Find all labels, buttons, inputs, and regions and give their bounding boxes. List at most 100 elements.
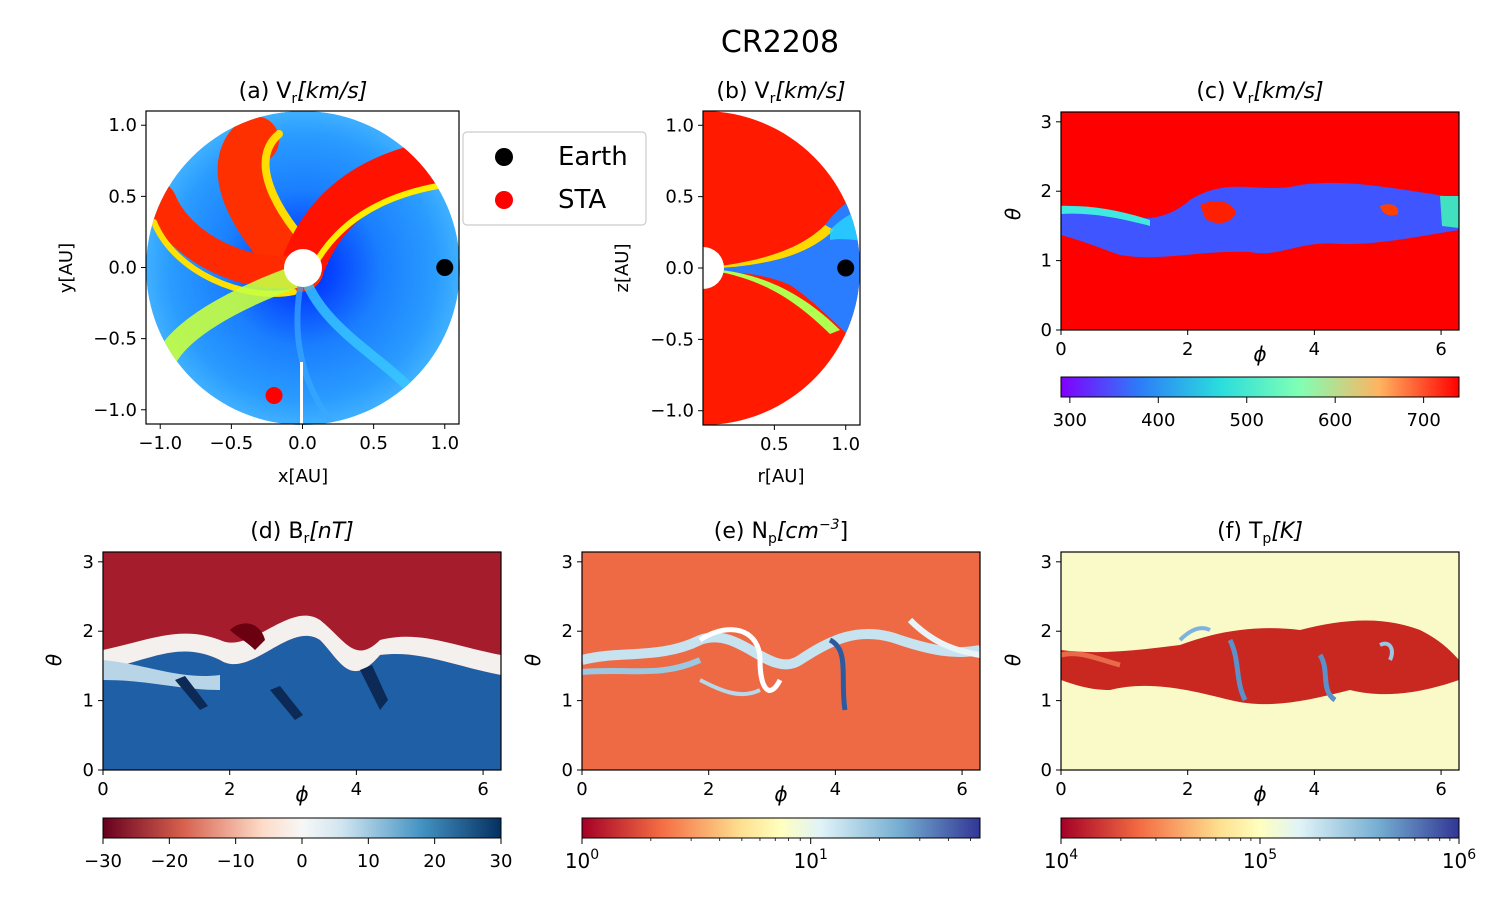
- panel-f-xlabel: ϕ: [1253, 782, 1266, 806]
- panel-e-title: (e) Np[cm−3]: [714, 517, 848, 547]
- panel-a-ytick-label: 0.0: [108, 258, 137, 279]
- panel-a-xtick-label: 0.5: [359, 433, 388, 454]
- panel-e: (e) Np[cm−3] 0 2 4 6 0 1 2 3 ϕ θ 100 101: [521, 517, 981, 873]
- panel-d-title: (d) Br[nT]: [250, 519, 354, 547]
- legend-sta-label: STA: [558, 185, 606, 215]
- panel-f-xtick-label: 4: [1309, 779, 1320, 800]
- panel-c-ytick-label: 3: [1041, 112, 1052, 133]
- panel-a-ytick-label: −0.5: [93, 329, 137, 350]
- panel-d: (d) Br[nT] 0 2 4 6 0 1 2 3 ϕ θ −30 −20 −10 0 10 20 30: [42, 519, 512, 872]
- panel-b-ytick-label: −1.0: [650, 401, 694, 422]
- panel-a-xtick-label: −1.0: [138, 433, 182, 454]
- panel-c-xtick-label: 6: [1435, 339, 1446, 360]
- panel-b-image: [703, 111, 860, 425]
- panel-e-image: [582, 552, 980, 770]
- panel-b: (b) Vr[km/s] 0.5 1.0 −1.0 −0.5 0.0 0.5 1.0 r[A…: [612, 79, 861, 487]
- panel-c-ytick-label: 2: [1041, 181, 1052, 202]
- panel-c-ytick-label: 0: [1041, 320, 1052, 341]
- panel-a-ytick-label: 0.5: [108, 186, 137, 207]
- panel-f-image: [1061, 552, 1459, 770]
- panel-e-cbar-tick-label: 100: [565, 847, 599, 873]
- panel-f-cbar-tick-label: 104: [1044, 847, 1078, 873]
- panel-b-xtick-label: 0.5: [760, 434, 789, 455]
- panel-a-ytick-label: 1.0: [108, 115, 137, 136]
- figure-title: CR2208: [721, 25, 839, 60]
- panel-d-xtick-label: 0: [97, 779, 108, 800]
- legend-earth-marker: [495, 148, 513, 166]
- panel-f-colorbar: [1060, 817, 1460, 839]
- panel-e-ytick-label: 2: [562, 621, 573, 642]
- panel-d-cbar-tick-label: 0: [296, 851, 307, 872]
- panel-d-cbar-tick-label: −20: [150, 851, 188, 872]
- panel-f-xtick-label: 2: [1182, 779, 1193, 800]
- panel-a-ytick-label: −1.0: [93, 400, 137, 421]
- panel-d-ytick-label: 2: [83, 621, 94, 642]
- panel-c-ylabel: θ: [1001, 208, 1025, 220]
- panel-d-image: [103, 552, 501, 770]
- panel-f-ytick-label: 3: [1041, 552, 1052, 573]
- panel-b-ytick-label: −0.5: [650, 329, 694, 350]
- panel-e-ylabel: θ: [521, 654, 545, 666]
- panel-c-cbar-tick-label: 700: [1406, 410, 1440, 431]
- panel-e-xtick-label: 2: [703, 779, 714, 800]
- panel-e-cbar-tick-label: 101: [794, 847, 828, 873]
- legend: Earth STA: [462, 131, 647, 226]
- panel-f-ytick-label: 0: [1041, 760, 1052, 781]
- panel-b-ytick-label: 1.0: [665, 115, 694, 136]
- panel-f-cbar-tick-label: 105: [1243, 847, 1277, 873]
- panel-c-cbar-tick-label: 500: [1230, 410, 1264, 431]
- panel-b-xtick-label: 1.0: [831, 434, 860, 455]
- panel-a-xtick-label: 0.0: [288, 433, 317, 454]
- panel-d-xtick-label: 6: [477, 779, 488, 800]
- panel-f-xtick-label: 0: [1055, 779, 1066, 800]
- panel-d-cbar-tick-label: −10: [217, 851, 255, 872]
- panel-b-ytick-label: 0.0: [665, 258, 694, 279]
- panel-e-xtick-label: 6: [956, 779, 967, 800]
- panel-c-ytick-label: 1: [1041, 251, 1052, 272]
- panel-c-colorbar: [1060, 376, 1460, 398]
- panel-b-ytick-label: 0.5: [665, 187, 694, 208]
- panel-f-ytick-label: 1: [1041, 691, 1052, 712]
- panel-a-xtick-label: 1.0: [430, 433, 459, 454]
- panel-e-ytick-label: 0: [562, 760, 573, 781]
- panel-d-ytick-label: 0: [83, 760, 94, 781]
- panel-b-title: (b) Vr[km/s]: [716, 79, 845, 107]
- panel-f-ylabel: θ: [1001, 654, 1025, 666]
- panel-d-ytick-label: 1: [83, 691, 94, 712]
- panel-e-xlabel: ϕ: [774, 782, 787, 806]
- panel-f-title: (f) Tp[K]: [1217, 519, 1303, 547]
- panel-d-ylabel: θ: [42, 654, 66, 666]
- panel-d-xtick-label: 4: [351, 779, 362, 800]
- panel-d-cbar-tick-label: 20: [423, 851, 446, 872]
- panel-d-cbar-tick-label: 30: [490, 851, 513, 872]
- panel-a-xtick-label: −0.5: [210, 433, 254, 454]
- panel-e-xtick-label: 0: [576, 779, 587, 800]
- panel-a-title: (a) Vr[km/s]: [239, 79, 368, 107]
- panel-b-ylabel: z[AU]: [612, 244, 633, 293]
- panel-c-xtick-label: 0: [1055, 339, 1066, 360]
- panel-c-cbar-tick-label: 600: [1318, 410, 1352, 431]
- panel-c-image: [1061, 112, 1459, 330]
- panel-d-xtick-label: 2: [224, 779, 235, 800]
- panel-e-xtick-label: 4: [830, 779, 841, 800]
- panel-f: (f) Tp[K] 0 2 4 6 0 1 2 3 ϕ θ 104 105 106: [1001, 519, 1476, 873]
- panel-d-xlabel: ϕ: [295, 782, 308, 806]
- panel-d-ytick-label: 3: [83, 552, 94, 573]
- panel-a-xlabel: x[AU]: [278, 466, 328, 487]
- panel-a-marker-sta: [265, 387, 283, 405]
- panel-d-cbar-tick-label: 10: [357, 851, 380, 872]
- panel-d-cbar-tick-label: −30: [84, 851, 122, 872]
- panel-c-xlabel: ϕ: [1253, 342, 1266, 366]
- panel-e-ytick-label: 1: [562, 691, 573, 712]
- panel-d-colorbar: [102, 817, 502, 839]
- panel-c-cbar-tick-label: 400: [1141, 410, 1175, 431]
- panel-b-xlabel: r[AU]: [758, 466, 805, 487]
- legend-sta-marker: [495, 191, 513, 209]
- panel-a: (a) Vr[km/s] −1.0 −0.5 0.0 0.5 1.0 −1.0 −0.5 0.…: [56, 79, 460, 487]
- panel-f-cbar-tick-label: 106: [1442, 847, 1476, 873]
- legend-earth-label: Earth: [558, 142, 628, 172]
- panel-f-ytick-label: 2: [1041, 621, 1052, 642]
- panel-e-ytick-label: 3: [562, 552, 573, 573]
- panel-c-cbar-tick-label: 300: [1053, 410, 1087, 431]
